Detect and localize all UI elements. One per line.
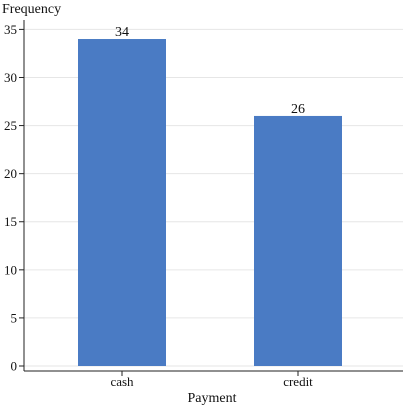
- y-ticks: 0 5 10 15 20 25 30 35: [4, 22, 24, 374]
- y-axis-title: Frequency: [2, 2, 61, 17]
- y-tick-label: 10: [4, 262, 17, 277]
- bars: [78, 39, 342, 366]
- axes: [23, 20, 403, 372]
- x-tick-label-cash: cash: [110, 374, 134, 389]
- bar-credit: [254, 115, 342, 366]
- y-tick-label: 20: [4, 166, 17, 181]
- y-tick-label: 35: [4, 22, 17, 37]
- y-tick-label: 30: [4, 70, 17, 85]
- y-tick-label: 0: [11, 359, 18, 374]
- data-label-cash: 34: [115, 25, 129, 40]
- data-label-credit: 26: [291, 102, 305, 117]
- data-labels: 34 26: [115, 25, 305, 117]
- bar-cash: [78, 39, 166, 366]
- y-tick-label: 5: [11, 310, 18, 325]
- y-tick-label: 25: [4, 118, 17, 133]
- x-ticks: cash credit: [110, 371, 313, 389]
- x-axis-title: Payment: [188, 391, 237, 406]
- y-tick-label: 15: [4, 214, 17, 229]
- x-tick-label-credit: credit: [283, 374, 313, 389]
